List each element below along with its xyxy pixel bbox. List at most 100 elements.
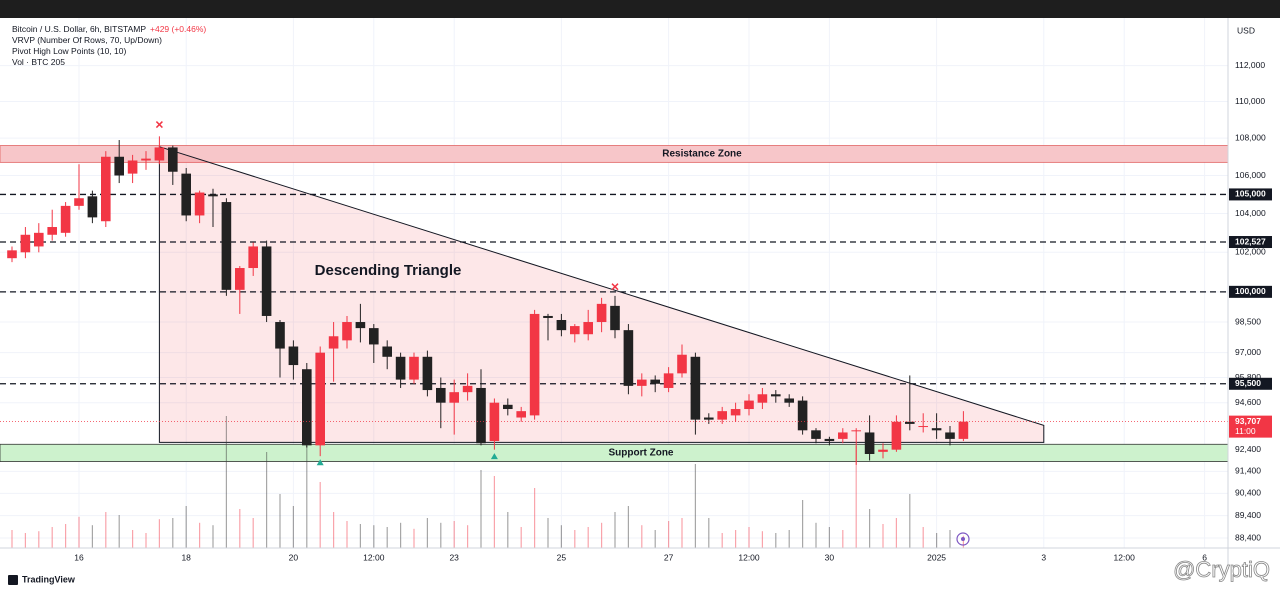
x-tick-label: 20 — [289, 552, 299, 562]
level-label: 102,527 — [1235, 236, 1266, 246]
candle-body — [730, 409, 741, 416]
candle-body — [529, 313, 540, 416]
resistance-label: Resistance Zone — [662, 149, 742, 160]
candle-body — [717, 411, 727, 420]
candle-body — [744, 400, 754, 410]
volume-bar — [225, 416, 227, 548]
volume-bar — [708, 518, 710, 548]
volume-bar — [480, 470, 482, 548]
volume-bar — [869, 509, 871, 548]
candle-body — [610, 305, 620, 331]
candle-body — [208, 194, 218, 197]
level-box — [1229, 188, 1272, 201]
volume-bar — [65, 524, 67, 548]
pivot-low — [490, 453, 498, 460]
y-tick-label: 102,000 — [1235, 247, 1266, 257]
candle-body — [864, 432, 875, 454]
volume-bar — [239, 509, 241, 548]
candle-body — [851, 430, 861, 432]
volume-bar — [668, 521, 670, 548]
volume-bar — [735, 530, 737, 548]
volume-bar — [574, 530, 576, 548]
volume-bar — [91, 525, 93, 548]
candle-body — [543, 315, 553, 318]
candle-body — [235, 268, 245, 290]
volume-bar — [788, 530, 790, 548]
candle-body — [221, 202, 232, 290]
branding: TradingView — [22, 574, 76, 584]
x-tick-label: 30 — [825, 552, 835, 562]
candle-body — [355, 322, 366, 329]
volume-bar — [212, 525, 214, 548]
volume-bar — [319, 482, 321, 548]
candle-body — [302, 369, 312, 446]
volume-bar — [24, 533, 26, 548]
y-tick-label: 91,400 — [1235, 466, 1261, 476]
y-tick-label: 92,400 — [1235, 444, 1261, 454]
logo-icon — [8, 575, 18, 585]
candle-body — [141, 158, 151, 161]
candle-body — [918, 426, 928, 428]
volume-bar — [815, 522, 817, 548]
volume-last: 205 — [50, 57, 65, 67]
volume-bar — [292, 506, 294, 548]
x-tick-label: 18 — [181, 552, 191, 562]
x-tick-label: 16 — [74, 552, 84, 562]
volume-bar — [922, 527, 924, 548]
last-price-time: 11:00 — [1235, 426, 1256, 436]
candle-body — [931, 428, 942, 431]
replay-icon[interactable] — [956, 532, 970, 546]
x-tick-label: 12:00 — [738, 552, 760, 562]
candle-body — [570, 326, 580, 335]
candle-body — [395, 356, 406, 380]
currency: USD — [1237, 25, 1255, 35]
volume-label: Vol · BTC — [12, 57, 49, 67]
volume-bar — [51, 527, 53, 548]
pivot-low — [316, 459, 324, 466]
volume-bar — [359, 524, 361, 548]
candle-body — [449, 392, 459, 403]
x-tick-label: 27 — [664, 552, 674, 562]
volume-bar — [78, 516, 80, 548]
volume-bar — [681, 518, 683, 548]
volume-bar — [882, 524, 884, 548]
volume-bar — [373, 525, 375, 548]
x-tick-label: 25 — [557, 552, 567, 562]
volume-bar — [936, 533, 938, 548]
candle-body — [757, 394, 768, 403]
volume-bar — [775, 533, 777, 548]
candle-body — [261, 246, 272, 316]
y-tick-label: 104,000 — [1235, 208, 1266, 218]
candle-body — [637, 379, 647, 386]
volume-bar — [199, 522, 201, 548]
level-box — [1229, 285, 1272, 298]
pivot-high — [611, 283, 619, 291]
volume-bar — [453, 521, 455, 548]
candle-body — [771, 394, 781, 397]
candle-body — [690, 356, 701, 420]
volume-bar — [185, 506, 187, 548]
candle-body — [74, 198, 84, 206]
level-label: 100,000 — [1235, 286, 1266, 296]
indicator: VRVP (Number Of Rows, 70, Up/Down) — [12, 35, 162, 45]
candle-body — [181, 173, 191, 216]
candle-body — [87, 196, 98, 218]
volume-bar — [895, 518, 897, 548]
volume-bar — [413, 528, 415, 548]
y-tick-label: 106,000 — [1235, 170, 1266, 180]
candle-body — [47, 227, 57, 235]
volume-bar — [145, 533, 147, 548]
volume-bar — [601, 522, 603, 548]
candle-body — [838, 432, 848, 439]
candle-body — [127, 160, 138, 174]
level-box — [1229, 377, 1272, 390]
x-tick-label: 3 — [1041, 552, 1046, 562]
y-tick-label: 94,600 — [1235, 397, 1261, 407]
legend-header: Bitcoin / U.S. Dollar, 6h, BITSTAMP +429 … — [12, 24, 206, 68]
candle-body — [409, 356, 419, 380]
candle-body — [248, 246, 258, 269]
y-tick-label: 98,500 — [1235, 316, 1261, 326]
candle-body — [315, 352, 325, 446]
volume-bar — [493, 476, 495, 548]
